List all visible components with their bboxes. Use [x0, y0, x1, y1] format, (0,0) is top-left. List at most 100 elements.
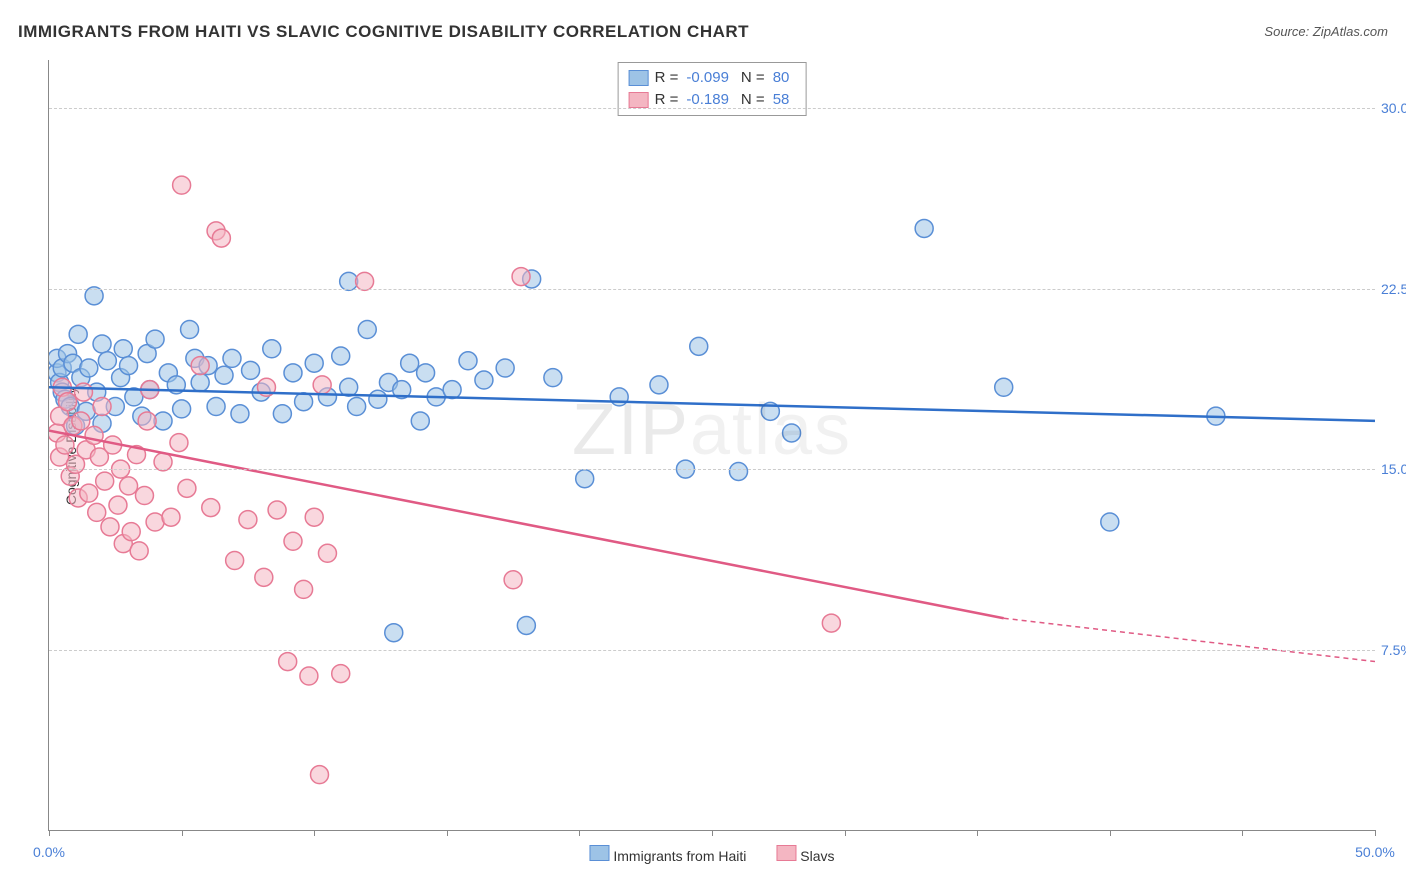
data-point	[401, 354, 419, 372]
data-point	[173, 176, 191, 194]
title-bar: IMMIGRANTS FROM HAITI VS SLAVIC COGNITIV…	[18, 22, 1388, 50]
data-point	[93, 398, 111, 416]
data-point	[146, 330, 164, 348]
x-tick-label: 0.0%	[33, 844, 65, 860]
data-point	[300, 667, 318, 685]
legend-swatch	[629, 92, 649, 108]
data-point	[215, 366, 233, 384]
data-point	[311, 766, 329, 784]
data-point	[369, 390, 387, 408]
legend-item: Immigrants from Haiti	[589, 845, 746, 864]
gridline	[49, 289, 1375, 290]
data-point	[255, 568, 273, 586]
gridline	[49, 469, 1375, 470]
data-point	[207, 398, 225, 416]
data-point	[88, 503, 106, 521]
data-point	[72, 412, 90, 430]
data-point	[496, 359, 514, 377]
data-point	[610, 388, 628, 406]
legend-swatch	[629, 70, 649, 86]
data-point	[173, 400, 191, 418]
trend-line	[49, 431, 1004, 619]
data-point	[212, 229, 230, 247]
data-point	[120, 477, 138, 495]
data-point	[226, 552, 244, 570]
legend-swatch	[589, 845, 609, 861]
data-point	[358, 321, 376, 339]
data-point	[348, 398, 366, 416]
x-tick	[182, 830, 183, 836]
trend-line-ext	[1004, 618, 1375, 661]
data-point	[135, 487, 153, 505]
series-legend: Immigrants from Haiti Slavs	[589, 845, 834, 864]
data-point	[544, 369, 562, 387]
scatter-plot-svg	[49, 60, 1375, 830]
x-tick	[1242, 830, 1243, 836]
x-tick	[712, 830, 713, 836]
data-point	[332, 347, 350, 365]
data-point	[202, 499, 220, 517]
data-point	[305, 354, 323, 372]
data-point	[191, 373, 209, 391]
data-point	[122, 523, 140, 541]
data-point	[443, 381, 461, 399]
data-point	[231, 405, 249, 423]
data-point	[417, 364, 435, 382]
data-point	[130, 542, 148, 560]
x-tick	[845, 830, 846, 836]
x-tick	[447, 830, 448, 836]
data-point	[181, 321, 199, 339]
data-point	[114, 340, 132, 358]
x-tick	[579, 830, 580, 836]
data-point	[273, 405, 291, 423]
data-point	[242, 361, 260, 379]
data-point	[332, 665, 350, 683]
data-point	[284, 364, 302, 382]
data-point	[313, 376, 331, 394]
x-tick	[1110, 830, 1111, 836]
data-point	[170, 434, 188, 452]
data-point	[120, 357, 138, 375]
gridline	[49, 650, 1375, 651]
data-point	[475, 371, 493, 389]
x-tick-label: 50.0%	[1355, 844, 1395, 860]
data-point	[223, 349, 241, 367]
y-tick-label: 7.5%	[1381, 642, 1406, 658]
data-point	[93, 335, 111, 353]
data-point	[98, 352, 116, 370]
data-point	[268, 501, 286, 519]
data-point	[295, 580, 313, 598]
data-point	[96, 472, 114, 490]
y-tick-label: 15.0%	[1381, 461, 1406, 477]
chart-title: IMMIGRANTS FROM HAITI VS SLAVIC COGNITIV…	[18, 22, 749, 41]
data-point	[59, 393, 77, 411]
x-tick	[314, 830, 315, 836]
data-point	[295, 393, 313, 411]
legend-swatch	[776, 845, 796, 861]
data-point	[822, 614, 840, 632]
data-point	[504, 571, 522, 589]
data-point	[178, 479, 196, 497]
data-point	[74, 383, 92, 401]
source-credit: Source: ZipAtlas.com	[1264, 24, 1388, 39]
gridline	[49, 108, 1375, 109]
data-point	[109, 496, 127, 514]
data-point	[56, 436, 74, 454]
data-point	[263, 340, 281, 358]
legend-item: Slavs	[776, 845, 834, 864]
data-point	[138, 412, 156, 430]
x-tick	[977, 830, 978, 836]
data-point	[411, 412, 429, 430]
data-point	[459, 352, 477, 370]
data-point	[80, 359, 98, 377]
x-tick	[1375, 830, 1376, 836]
data-point	[101, 518, 119, 536]
data-point	[305, 508, 323, 526]
x-tick	[49, 830, 50, 836]
plot-area: ZIPatlas R =-0.099N =80R =-0.189N =58 Im…	[48, 60, 1375, 831]
data-point	[1101, 513, 1119, 531]
data-point	[576, 470, 594, 488]
data-point	[279, 653, 297, 671]
data-point	[690, 337, 708, 355]
data-point	[318, 544, 336, 562]
